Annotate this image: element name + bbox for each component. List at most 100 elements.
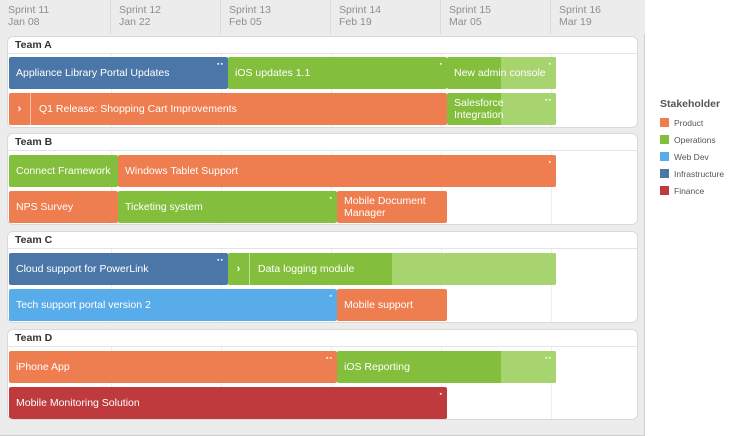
roadmap-card-label: Ticketing system: [125, 201, 203, 213]
roadmap-card-ios-updates-1-1[interactable]: iOS updates 1.1 ▪: [228, 57, 447, 89]
sprint-gridline: [551, 151, 552, 224]
drag-handle-icon[interactable]: ▪: [329, 293, 333, 300]
roadmap-card-tech-support-portal-version-2[interactable]: Tech support portal version 2 ▪: [9, 289, 337, 321]
legend-swatch: [660, 152, 669, 161]
drag-handle-icon[interactable]: ▪▪: [217, 61, 224, 68]
sprint-date: Feb 05: [229, 16, 262, 28]
sprint-gridline: [551, 54, 552, 127]
legend-item-infrastructure: Infrastructure: [660, 165, 736, 182]
roadmap-card-label: Appliance Library Portal Updates: [16, 67, 170, 79]
legend-label: Infrastructure: [674, 168, 725, 179]
stakeholder-legend: Stakeholder Product Operations Web Dev I…: [660, 98, 736, 199]
drag-handle-icon[interactable]: ▪▪: [545, 97, 552, 104]
legend-swatch: [660, 118, 669, 127]
card-remaining-progress: [501, 351, 556, 383]
drag-handle-icon[interactable]: ▪: [548, 61, 552, 68]
sprint-name: Sprint 11: [8, 4, 50, 16]
roadmap-card-label: Mobile Document Manager: [344, 195, 426, 219]
team-b-title: Team B: [15, 136, 53, 148]
card-remaining-progress: [501, 57, 556, 89]
roadmap-board: Sprint 11 Jan 08 Sprint 12 Jan 22 Sprint…: [0, 0, 645, 436]
roadmap-card-label: New admin console: [454, 67, 546, 79]
sprint-gridline: [221, 249, 222, 322]
sprint-date: Jan 22: [119, 16, 151, 28]
sprint-gridline: [551, 347, 552, 419]
card-remaining-progress: [392, 253, 556, 285]
roadmap-card-label: Windows Tablet Support: [125, 165, 239, 177]
sprint-gridline: [221, 54, 222, 127]
sprint-11-column-header[interactable]: Sprint 11 Jan 08: [0, 0, 110, 34]
sprint-15-column-header[interactable]: Sprint 15 Mar 05: [440, 0, 550, 34]
roadmap-card-ticketing-system[interactable]: Ticketing system ▪: [118, 191, 337, 223]
sprint-13-column-header[interactable]: Sprint 13 Feb 05: [220, 0, 330, 34]
roadmap-card-new-admin-console[interactable]: New admin console ▪: [447, 57, 556, 89]
legend-label: Operations: [674, 134, 716, 145]
legend-swatch: [660, 186, 669, 195]
roadmap-card-salesforce-integration[interactable]: Salesforce Integration ▪▪: [447, 93, 556, 125]
card-remaining-progress: [501, 93, 556, 125]
sprint-gridline: [111, 151, 112, 224]
sprint-12-column-header[interactable]: Sprint 12 Jan 22: [110, 0, 220, 34]
roadmap-card-label: Cloud support for PowerLink: [16, 263, 149, 275]
roadmap-card-data-logging-module[interactable]: › Data logging module: [228, 253, 556, 285]
sprint-16-column-header[interactable]: Sprint 16 Mar 19: [550, 0, 660, 34]
legend-swatch: [660, 135, 669, 144]
roadmap-card-label: Tech support portal version 2: [16, 299, 151, 311]
sprint-gridline: [441, 151, 442, 224]
team-d-title-divider: [8, 346, 637, 347]
sprint-gridline: [441, 54, 442, 127]
drag-handle-icon[interactable]: ▪: [439, 391, 443, 398]
drag-handle-icon[interactable]: ▪: [329, 195, 333, 202]
sprint-gridline: [441, 347, 442, 419]
team-c-title-divider: [8, 248, 637, 249]
roadmap-card-q1-release-shopping-cart-improvements[interactable]: › Q1 Release: Shopping Cart Improvements: [9, 93, 447, 125]
roadmap-card-label: Salesforce Integration: [454, 97, 504, 121]
chevron-right-icon[interactable]: ›: [228, 253, 250, 285]
sprint-14-column-header[interactable]: Sprint 14 Feb 19: [330, 0, 440, 34]
team-b-swimlane: Team B Connect Framework Windows Tablet …: [7, 133, 638, 225]
sprint-header: Sprint 11 Jan 08 Sprint 12 Jan 22 Sprint…: [0, 0, 645, 34]
roadmap-card-label: NPS Survey: [16, 201, 74, 213]
sprint-name: Sprint 16: [559, 4, 602, 16]
sprint-date: Mar 19: [559, 16, 592, 28]
roadmap-card-nps-survey[interactable]: NPS Survey: [9, 191, 118, 223]
drag-handle-icon[interactable]: ▪: [548, 159, 552, 166]
sprint-date: Feb 19: [339, 16, 372, 28]
sprint-gridline: [331, 347, 332, 419]
sprint-gridline: [441, 249, 442, 322]
legend-label: Finance: [674, 185, 705, 196]
drag-handle-icon[interactable]: ▪: [439, 61, 443, 68]
sprint-name: Sprint 15: [449, 4, 492, 16]
sprint-gridline: [111, 249, 112, 322]
team-d-title: Team D: [15, 332, 53, 344]
sprint-gridline: [331, 249, 332, 322]
roadmap-card-appliance-library-portal-updates[interactable]: Appliance Library Portal Updates ▪▪: [9, 57, 228, 89]
sprint-name: Sprint 12: [119, 4, 162, 16]
roadmap-card-windows-tablet-support[interactable]: Windows Tablet Support ▪: [118, 155, 556, 187]
roadmap-card-iphone-app[interactable]: iPhone App ▪▪: [9, 351, 337, 383]
roadmap-card-ios-reporting[interactable]: iOS Reporting ▪▪: [337, 351, 556, 383]
sprint-date: Jan 08: [8, 16, 40, 28]
drag-handle-icon[interactable]: ▪▪: [545, 355, 552, 362]
roadmap-card-label: Q1 Release: Shopping Cart Improvements: [39, 103, 237, 115]
drag-handle-icon[interactable]: ▪▪: [217, 257, 224, 264]
roadmap-card-label: iPhone App: [16, 361, 70, 373]
legend-item-operations: Operations: [660, 131, 736, 148]
roadmap-card-mobile-support[interactable]: Mobile support: [337, 289, 447, 321]
legend-title: Stakeholder: [660, 98, 721, 110]
sprint-gridline: [221, 347, 222, 419]
sprint-gridline: [331, 54, 332, 127]
sprint-name: Sprint 14: [339, 4, 382, 16]
chevron-right-icon[interactable]: ›: [9, 93, 31, 125]
team-a-title: Team A: [15, 39, 52, 51]
roadmap-card-label: Mobile support: [344, 299, 413, 311]
roadmap-card-mobile-monitoring-solution[interactable]: Mobile Monitoring Solution ▪: [9, 387, 447, 419]
drag-handle-icon[interactable]: ▪▪: [326, 355, 333, 362]
roadmap-card-cloud-support-for-powerlink[interactable]: Cloud support for PowerLink ▪▪: [9, 253, 228, 285]
roadmap-card-mobile-document-manager[interactable]: Mobile Document Manager: [337, 191, 447, 223]
roadmap-card-label: iOS Reporting: [344, 361, 410, 373]
roadmap-card-connect-framework[interactable]: Connect Framework: [9, 155, 118, 187]
team-a-swimlane: Team A Appliance Library Portal Updates …: [7, 36, 638, 128]
roadmap-card-label: Mobile Monitoring Solution: [16, 397, 140, 409]
